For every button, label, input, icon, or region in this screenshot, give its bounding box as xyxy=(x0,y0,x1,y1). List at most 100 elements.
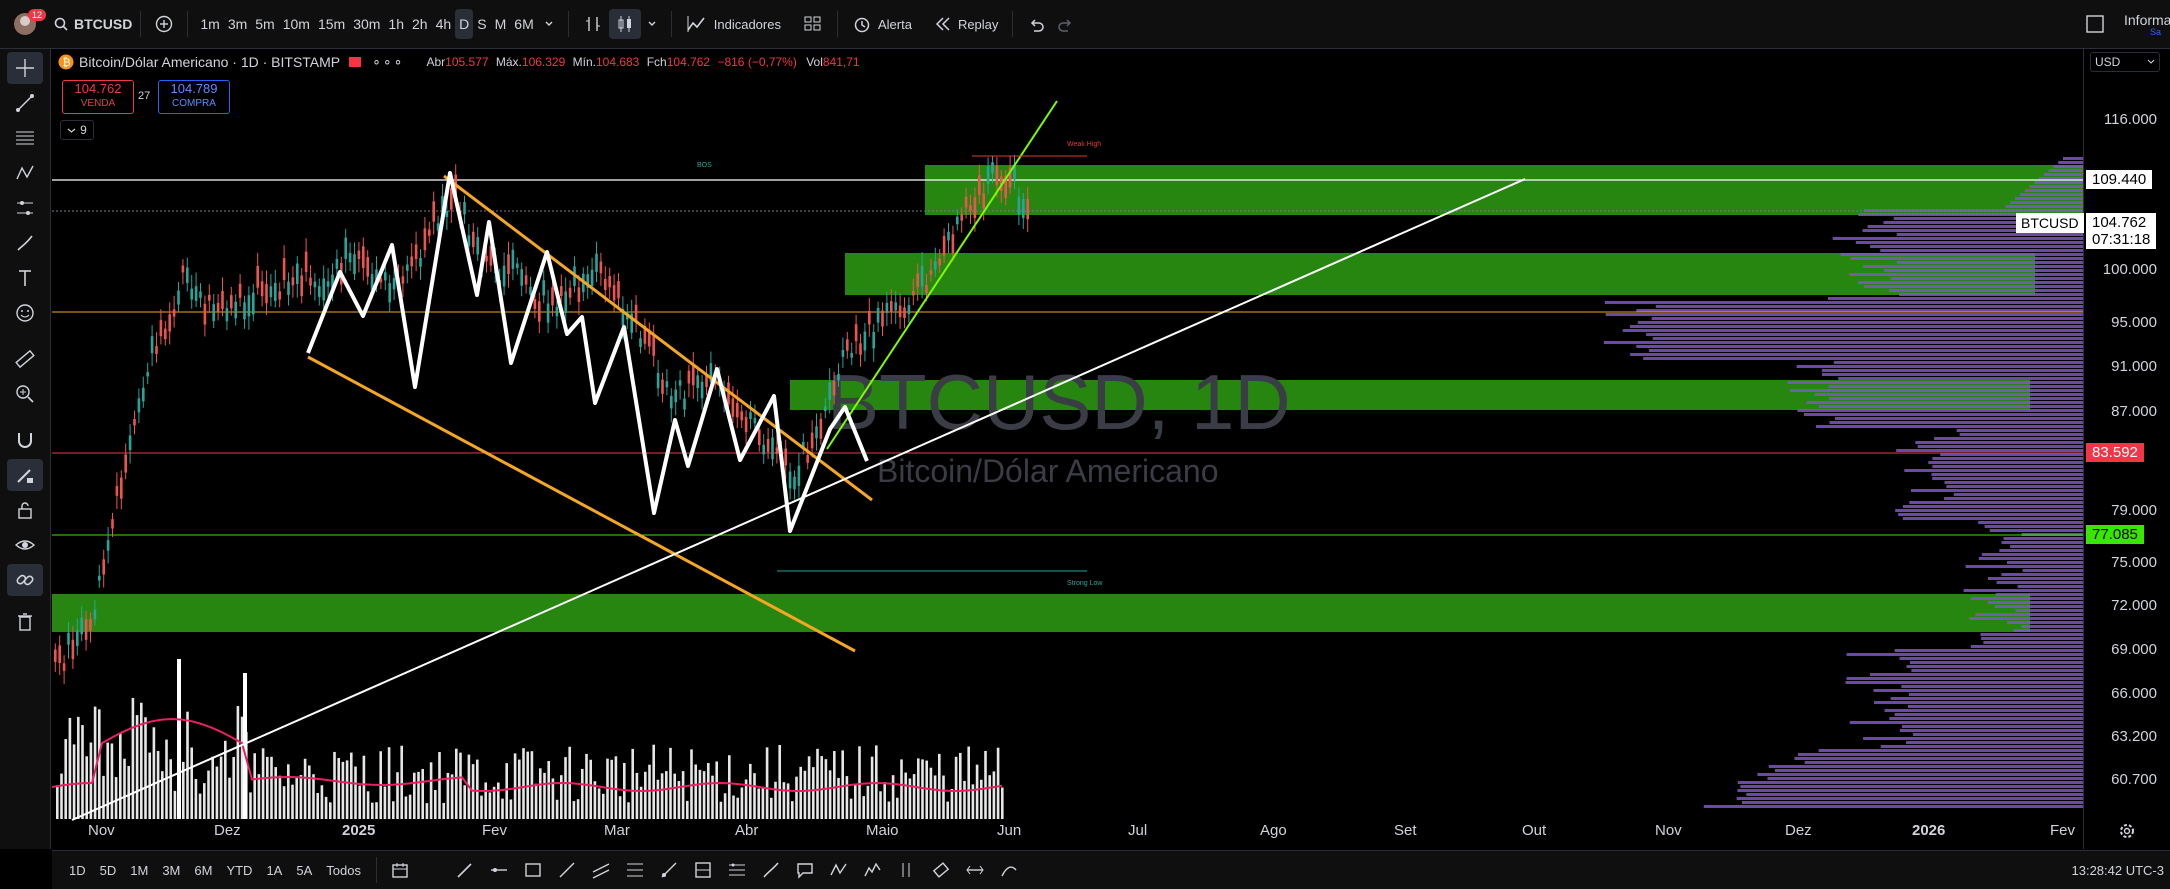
long-position-icon[interactable] xyxy=(693,860,713,880)
fullscreen-checkbox[interactable] xyxy=(2086,15,2104,36)
goto-date-button[interactable] xyxy=(385,855,415,885)
profile-bar xyxy=(1888,289,2083,292)
vertical-lines-icon[interactable] xyxy=(897,860,917,880)
layouts-button[interactable] xyxy=(797,9,829,39)
range-todos[interactable]: Todos xyxy=(326,862,361,878)
magnet-tool[interactable] xyxy=(7,424,43,456)
indicators-button[interactable]: Indicadores xyxy=(680,9,787,39)
price-chart[interactable]: BTCUSD, 1D Bitcoin/Dólar Americano Weak … xyxy=(52,49,2083,849)
interval-6m[interactable]: 6M xyxy=(514,16,534,32)
fib-icon[interactable] xyxy=(625,860,645,880)
pen-icon[interactable] xyxy=(455,860,475,880)
interval-30m[interactable]: 30m xyxy=(353,16,381,32)
pattern-icon xyxy=(16,165,34,180)
elliott-wave-icon[interactable] xyxy=(863,860,883,880)
emoji-tool[interactable] xyxy=(7,297,43,329)
trendline-icon[interactable] xyxy=(557,860,577,880)
range-1d[interactable]: 1D xyxy=(69,862,86,878)
volume-bar xyxy=(980,779,983,819)
zoom-tool[interactable] xyxy=(7,378,43,410)
buy-button[interactable]: 104.789 COMPRA xyxy=(158,80,230,114)
undo-button[interactable] xyxy=(1021,9,1051,39)
symbol-title[interactable]: Bitcoin/Dólar Americano · 1D · BITSTAMP xyxy=(79,53,341,70)
chart-type-dropdown[interactable] xyxy=(641,9,663,39)
interval-1h[interactable]: 1h xyxy=(388,16,404,32)
range-6m[interactable]: 6M xyxy=(194,862,213,878)
interval-10m[interactable]: 10m xyxy=(282,16,310,32)
candle-body xyxy=(199,291,202,298)
price-axis[interactable]: USD 116.000 100.000 95.000 91.000 87.000 79.0… xyxy=(2083,49,2170,849)
profile-bar xyxy=(1884,269,2083,272)
fib-channel-icon[interactable] xyxy=(727,860,747,880)
clock-timezone[interactable]: 13:28:42 UTC-3 xyxy=(2071,862,2165,878)
symbol-search[interactable]: BTCUSD xyxy=(54,0,132,48)
chart-settings-button[interactable] xyxy=(2118,822,2136,843)
stay-drawing-tool[interactable] xyxy=(7,459,43,491)
redo-button[interactable] xyxy=(1051,9,1081,39)
profile-bar xyxy=(1849,273,2083,276)
brush-tool[interactable] xyxy=(7,227,43,259)
interval-s[interactable]: S xyxy=(477,16,487,32)
lock-drawings-tool[interactable] xyxy=(7,494,43,526)
flag-icon[interactable] xyxy=(348,55,362,69)
volume-bar xyxy=(240,716,244,819)
crosshair-tool[interactable] xyxy=(7,52,43,84)
legend-more-button[interactable]: ∘∘∘ xyxy=(372,53,405,69)
time-label: Ago xyxy=(1260,822,1287,839)
candle-body xyxy=(938,258,941,266)
range-ytd[interactable]: YTD xyxy=(226,862,253,878)
interval-3m[interactable]: 3m xyxy=(227,16,248,32)
rectangle-icon[interactable] xyxy=(523,860,543,880)
text-tool[interactable] xyxy=(7,262,43,294)
candle-body xyxy=(150,336,154,354)
range-3m[interactable]: 3M xyxy=(162,862,181,878)
interval-15m[interactable]: 15m xyxy=(317,16,346,32)
hide-drawings-tool[interactable] xyxy=(7,529,43,561)
range-1a[interactable]: 1A xyxy=(266,862,283,878)
add-symbol-button[interactable] xyxy=(149,9,179,39)
prediction-tool[interactable] xyxy=(7,192,43,224)
interval-5m[interactable]: 5m xyxy=(255,16,275,32)
volume-bar xyxy=(841,750,844,819)
sell-button[interactable]: 104.762 VENDA xyxy=(62,80,134,114)
interval-dropdown[interactable] xyxy=(538,9,560,39)
candle-body xyxy=(489,246,493,266)
range-5a[interactable]: 5A xyxy=(296,862,313,878)
avatar[interactable]: 12 xyxy=(12,0,47,48)
alert-button[interactable]: Alerta xyxy=(846,9,918,39)
trendline-tool[interactable] xyxy=(7,87,43,119)
sync-drawings-tool[interactable] xyxy=(7,564,43,596)
ray-icon[interactable] xyxy=(659,860,679,880)
brush-icon[interactable] xyxy=(761,860,781,880)
pattern-tool[interactable] xyxy=(7,157,43,189)
range-1m[interactable]: 1M xyxy=(130,862,149,878)
parallel-channel-icon[interactable] xyxy=(591,860,611,880)
interval-d[interactable]: D xyxy=(455,9,474,39)
info-label[interactable]: Informa xyxy=(2124,12,2170,28)
remove-drawings-tool[interactable] xyxy=(7,606,43,638)
indicators-toggle[interactable]: 9 xyxy=(60,120,94,140)
horizontal-ray-icon[interactable] xyxy=(489,860,509,880)
fib-tool[interactable] xyxy=(7,122,43,154)
ruler-tool[interactable] xyxy=(7,343,43,375)
candle-body xyxy=(1022,199,1025,218)
volume-bar xyxy=(366,791,370,819)
time-label: Dez xyxy=(214,822,241,839)
watermark: BTCUSD, 1D Bitcoin/Dólar Americano xyxy=(827,358,1291,489)
range-5d[interactable]: 5D xyxy=(99,862,117,878)
eraser-icon[interactable] xyxy=(931,860,951,880)
interval-m[interactable]: M xyxy=(494,16,507,32)
interval-2h[interactable]: 2h xyxy=(412,16,428,32)
interval-4h[interactable]: 4h xyxy=(435,16,452,32)
volume-bar xyxy=(270,756,273,819)
candle-style-button[interactable] xyxy=(608,9,641,39)
interval-1m[interactable]: 1m xyxy=(200,16,220,32)
path-icon[interactable] xyxy=(999,860,1019,880)
measure-icon[interactable] xyxy=(965,860,985,880)
bar-style-button[interactable] xyxy=(577,9,609,39)
currency-selector[interactable]: USD xyxy=(2090,52,2160,72)
candle-body xyxy=(1004,175,1007,198)
xabcd-pattern-icon[interactable] xyxy=(829,860,849,880)
callout-icon[interactable] xyxy=(795,860,815,880)
replay-button[interactable]: Replay xyxy=(928,9,1004,39)
